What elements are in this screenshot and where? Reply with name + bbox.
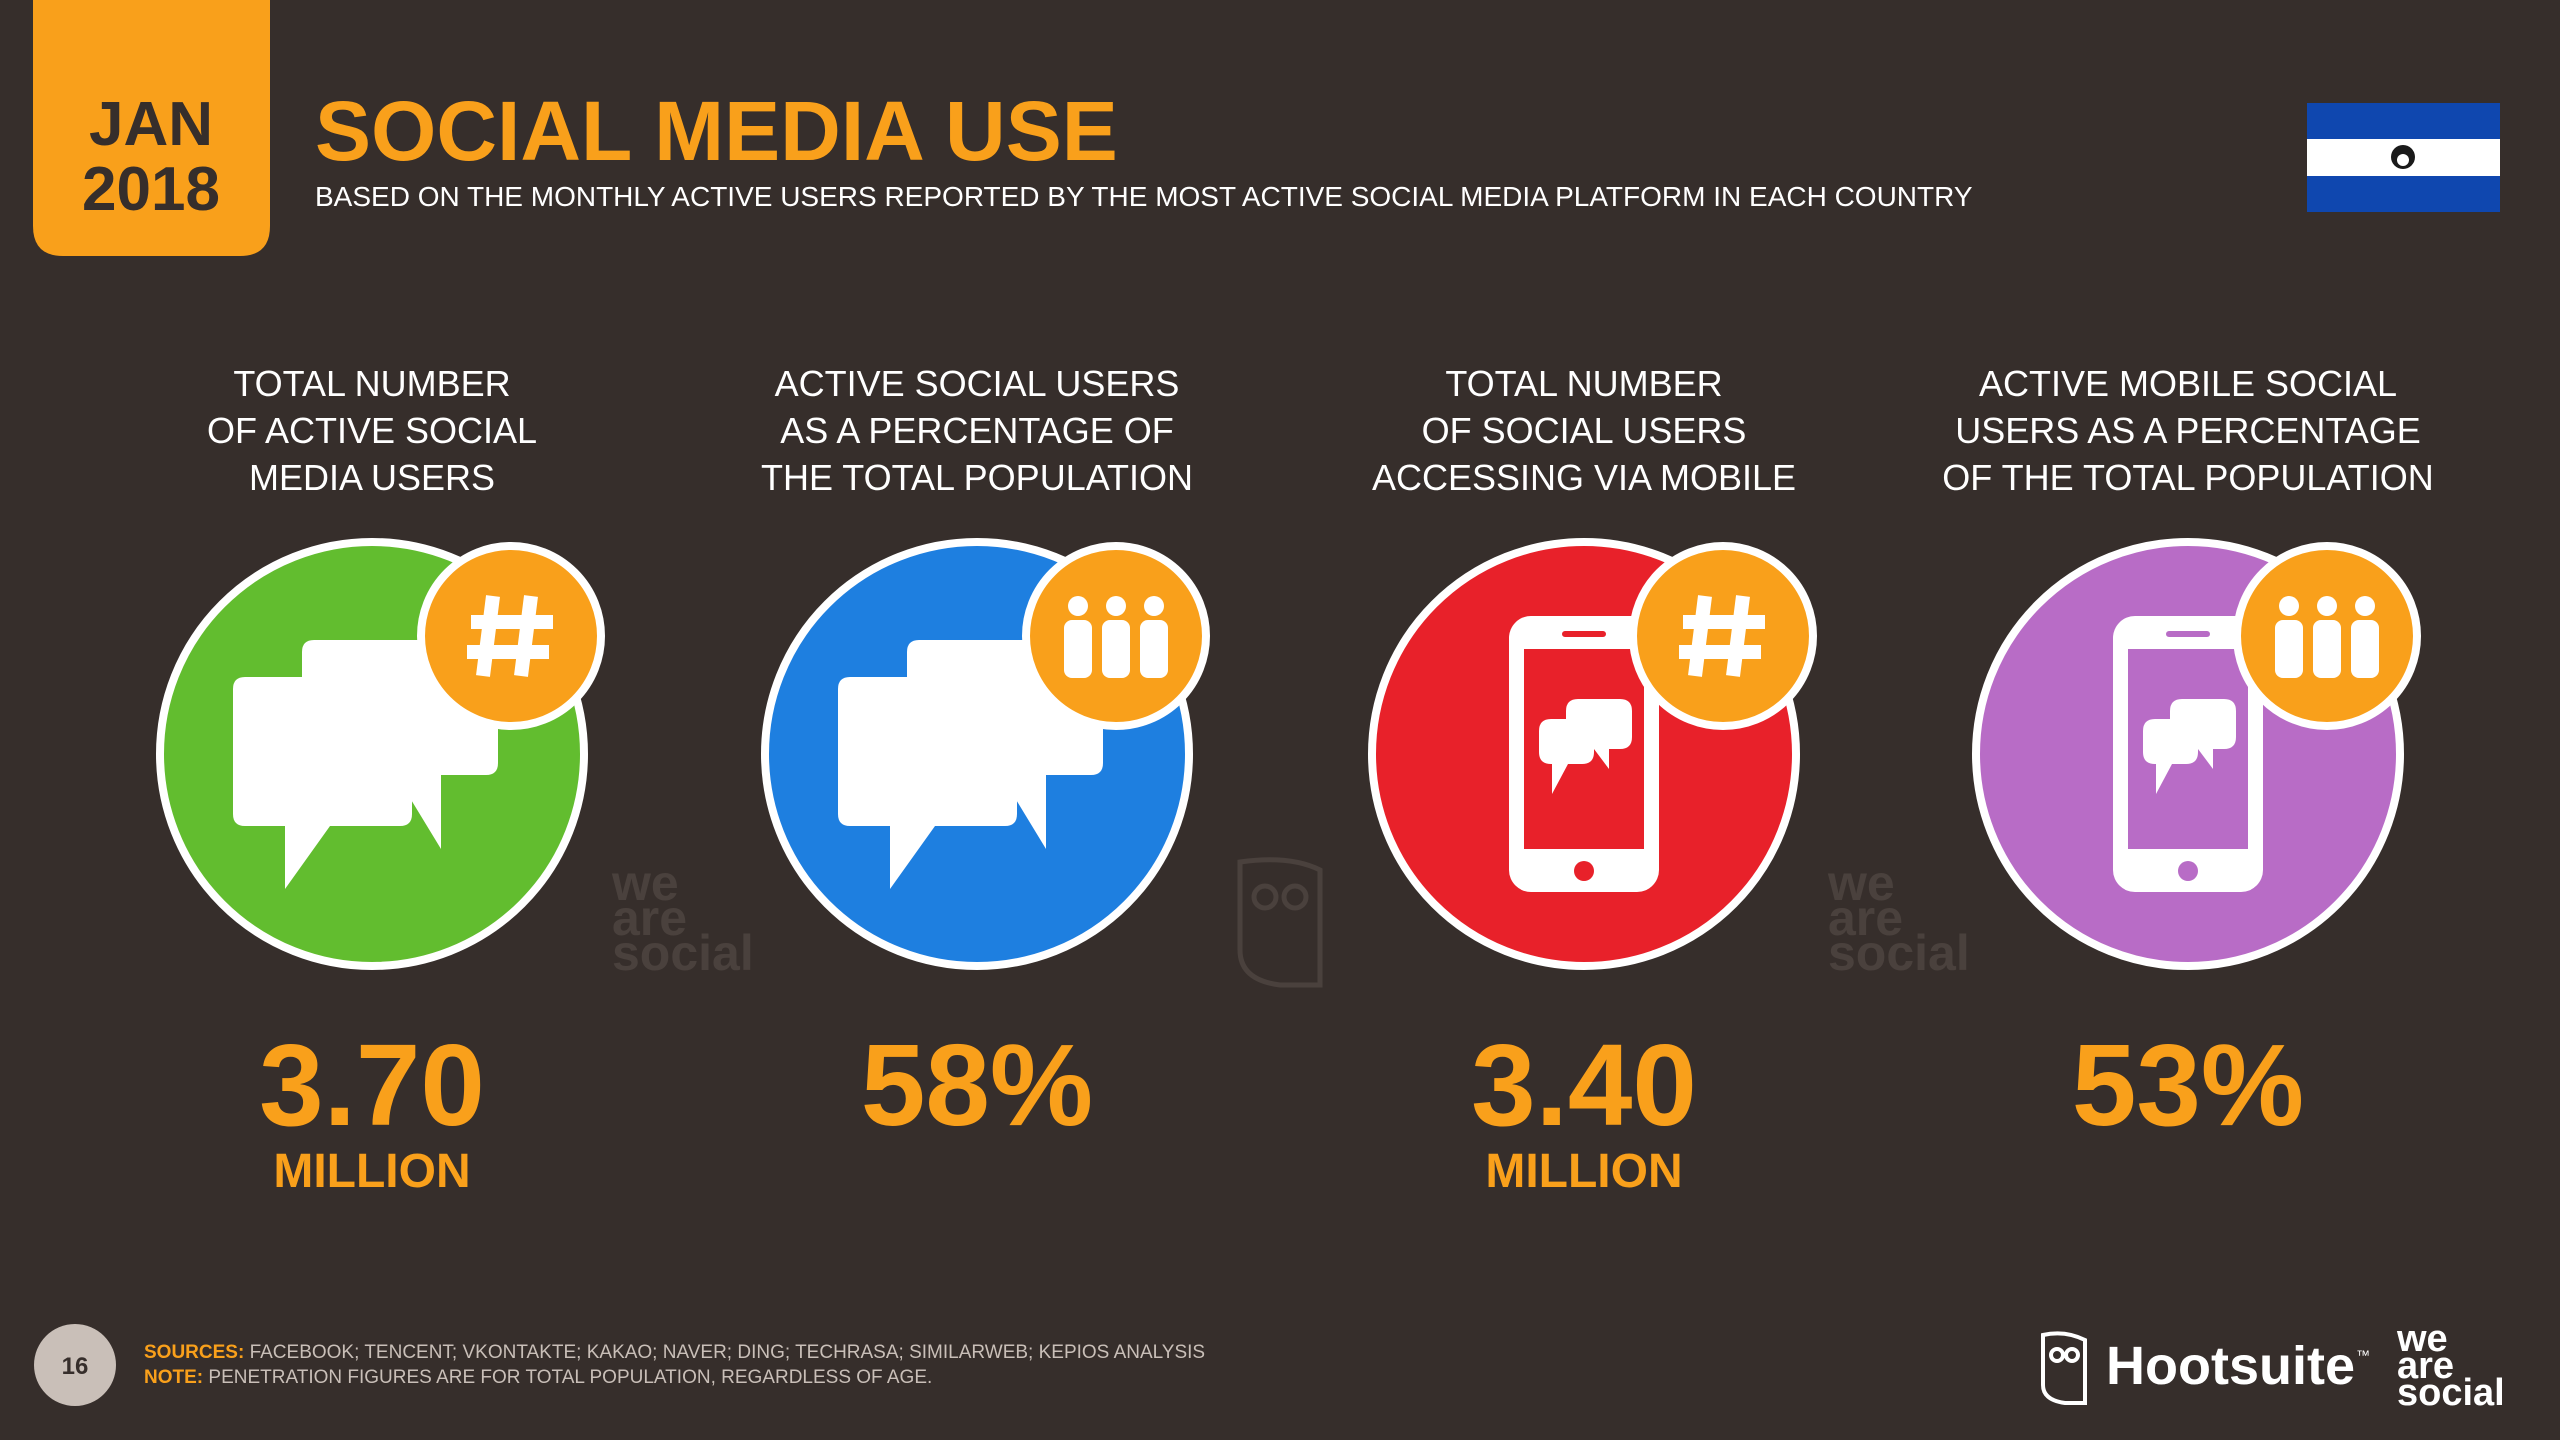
stat-column: TOTAL NUMBER OF SOCIAL USERS ACCESSING VIA… (1368, 363, 1817, 1198)
stat-icon (1509, 616, 1659, 892)
phone-speaker (1562, 631, 1606, 637)
logo-line: social (2397, 1372, 2505, 1414)
person-body (2351, 620, 2379, 678)
stat-value: 3.70 (259, 1020, 485, 1150)
person-head (2355, 596, 2375, 616)
hootsuite-logo: Hootsuite (2106, 1336, 2355, 1396)
badge-icon (1679, 595, 1765, 677)
stat-column: ACTIVE SOCIAL USERS AS A PERCENTAGE OF THE… (761, 363, 1210, 1150)
badge-icon (1064, 596, 1168, 678)
stat-label: ACTIVE SOCIAL USERS (775, 363, 1180, 404)
stat-value: 53% (2072, 1020, 2304, 1150)
chat-bubble (2170, 699, 2236, 769)
badge (417, 542, 605, 730)
title: SOCIAL MEDIA USE (315, 84, 1118, 178)
hootsuite-owl (2041, 1331, 2087, 1405)
stat-column: ACTIVE MOBILE SOCIAL USERS AS A PERCENTAG… (1942, 363, 2433, 1150)
stat-value: 58% (861, 1020, 1093, 1150)
person-head (1106, 596, 1126, 616)
person-body (1102, 620, 1130, 678)
stat-label: THE TOTAL POPULATION (761, 457, 1193, 498)
page-badge (34, 1324, 116, 1406)
logo-line: are (2397, 1345, 2454, 1387)
chat-bubble (2143, 719, 2198, 794)
person-head (2317, 596, 2337, 616)
stat-columns: TOTAL NUMBER OF ACTIVE SOCIAL MEDIA USERS 3… (156, 363, 2434, 1198)
stat-unit: MILLION (273, 1145, 470, 1198)
person-body (1064, 620, 1092, 678)
watermark: we (1827, 855, 1895, 911)
phone-button (1574, 861, 1594, 881)
watermark: are (1828, 890, 1903, 946)
sources-label: SOURCES: (144, 1342, 244, 1363)
stat-label: ACTIVE MOBILE SOCIAL (1979, 363, 2397, 404)
phone-speaker (2166, 631, 2210, 637)
chat-bubble (233, 677, 412, 889)
person-head (2279, 596, 2299, 616)
badge-icon (2275, 596, 2379, 678)
stat-label: OF SOCIAL USERS (1422, 410, 1747, 451)
chat-bubble (1566, 699, 1632, 769)
person-head (1068, 596, 1088, 616)
sources: SOURCES: FACEBOOK; TENCENT; VKONTAKTE; K… (144, 1342, 1205, 1363)
person-head (1144, 596, 1164, 616)
flag (2307, 103, 2500, 212)
watermark: are (612, 890, 687, 946)
stat-column: TOTAL NUMBER OF ACTIVE SOCIAL MEDIA USERS 3… (156, 363, 605, 1198)
sources-text: FACEBOOK; TENCENT; VKONTAKTE; KAKAO; NAV… (250, 1342, 1206, 1363)
stat-label: OF ACTIVE SOCIAL (207, 410, 537, 451)
footer: 16 SOURCES: FACEBOOK; TENCENT; VKONTAKTE… (34, 1318, 2505, 1414)
stat-label: OF THE TOTAL POPULATION (1942, 457, 2433, 498)
person-body (1140, 620, 1168, 678)
phone-button (2178, 861, 2198, 881)
hash-stroke (1726, 595, 1750, 677)
watermark: social (612, 925, 754, 981)
trademark: ™ (2356, 1347, 2370, 1363)
owl-watermark (1237, 857, 1323, 988)
date-badge (33, 0, 270, 256)
stat-label: TOTAL NUMBER (233, 363, 510, 404)
chat-bubble (1539, 719, 1594, 794)
stat-icon (2113, 616, 2263, 892)
hash-stroke (514, 595, 538, 677)
date-month: JAN (89, 90, 213, 159)
stat-label: MEDIA USERS (249, 457, 495, 498)
person-body (2275, 620, 2303, 678)
person-body (2313, 620, 2341, 678)
subtitle: BASED ON THE MONTHLY ACTIVE USERS REPORT… (315, 181, 1973, 212)
watermark: we (611, 855, 679, 911)
stat-unit: MILLION (1485, 1145, 1682, 1198)
badge-icon (467, 595, 553, 677)
badge (1629, 542, 1817, 730)
date-year: 2018 (82, 155, 220, 224)
page-number: 16 (62, 1353, 89, 1380)
hash-stroke (1688, 595, 1712, 677)
stat-label: AS A PERCENTAGE OF (780, 410, 1173, 451)
stat-label: USERS AS A PERCENTAGE (1955, 410, 2421, 451)
note-text: PENETRATION FIGURES ARE FOR TOTAL POPULA… (208, 1367, 932, 1388)
stat-label: ACCESSING VIA MOBILE (1372, 457, 1796, 498)
watermark: social (1828, 925, 1970, 981)
logo-line: we (2396, 1318, 2448, 1360)
stat-label: TOTAL NUMBER (1445, 363, 1722, 404)
chat-bubble (838, 677, 1017, 889)
hash-stroke (476, 595, 500, 677)
stat-value: 3.40 (1471, 1020, 1697, 1150)
note-label: NOTE: (144, 1367, 203, 1388)
note: NOTE: PENETRATION FIGURES ARE FOR TOTAL … (144, 1367, 932, 1388)
